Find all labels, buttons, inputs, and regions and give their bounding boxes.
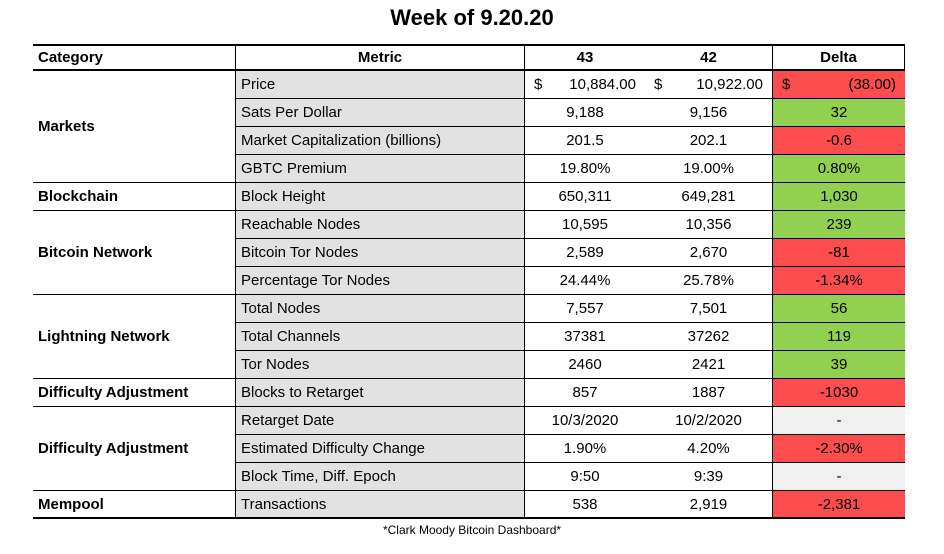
metric-cell: Percentage Tor Nodes [236, 267, 525, 295]
value-cell-w42: 2,919 [645, 491, 772, 519]
value-cell-w42: 2421 [645, 351, 772, 379]
delta-cell: 1,030 [772, 183, 905, 211]
metric-cell: Retarget Date [236, 407, 525, 435]
value-cell-w42: 649,281 [645, 183, 772, 211]
category-cell-blockchain: Blockchain [33, 183, 236, 211]
column-header-week-42: 42 [645, 44, 772, 71]
delta-cell: 39 [772, 351, 905, 379]
category-cell-difficulty-adjustment-2: Difficulty Adjustment [33, 407, 236, 491]
value-cell-w42: 9,156 [645, 99, 772, 127]
value-cell-w43: 538 [525, 491, 645, 519]
value-cell-w43: 7,557 [525, 295, 645, 323]
delta-cell: $ (38.00) [772, 71, 905, 99]
value-cell-w42: 10/2/2020 [645, 407, 772, 435]
delta-amount: (38.00) [848, 76, 896, 93]
metric-cell: Total Nodes [236, 295, 525, 323]
value-cell-w42: 19.00% [645, 155, 772, 183]
value-cell-w42: 2,670 [645, 239, 772, 267]
currency-symbol: $ [782, 76, 791, 93]
delta-cell: 56 [772, 295, 905, 323]
delta-cell: -2,381 [772, 491, 905, 519]
value-cell-w42: 25.78% [645, 267, 772, 295]
metric-cell: GBTC Premium [236, 155, 525, 183]
delta-cell: -1030 [772, 379, 905, 407]
value-cell-w43: 24.44% [525, 267, 645, 295]
metric-cell: Reachable Nodes [236, 211, 525, 239]
value-amount: 10,884.00 [569, 76, 636, 93]
value-cell-w43: 9,188 [525, 99, 645, 127]
value-cell-w42: 7,501 [645, 295, 772, 323]
value-cell-w42: 4.20% [645, 435, 772, 463]
metric-cell: Bitcoin Tor Nodes [236, 239, 525, 267]
category-cell-markets: Markets [33, 71, 236, 183]
currency-symbol: $ [534, 76, 543, 93]
currency-symbol: $ [654, 76, 663, 93]
category-cell-difficulty-adjustment: Difficulty Adjustment [33, 379, 236, 407]
metric-cell: Transactions [236, 491, 525, 519]
delta-cell: 239 [772, 211, 905, 239]
value-cell-w43: 2,589 [525, 239, 645, 267]
value-cell-w43: 650,311 [525, 183, 645, 211]
footer-note: *Clark Moody Bitcoin Dashboard* [382, 523, 562, 537]
metric-cell: Sats Per Dollar [236, 99, 525, 127]
value-cell-w42: 37262 [645, 323, 772, 351]
delta-cell: 32 [772, 99, 905, 127]
value-cell-w42: 9:39 [645, 463, 772, 491]
metric-cell: Estimated Difficulty Change [236, 435, 525, 463]
value-cell-w43: 10,595 [525, 211, 645, 239]
delta-cell: 119 [772, 323, 905, 351]
metric-cell: Total Channels [236, 323, 525, 351]
value-cell-w42: 1887 [645, 379, 772, 407]
value-cell-w43: 201.5 [525, 127, 645, 155]
metric-cell: Market Capitalization (billions) [236, 127, 525, 155]
value-cell-w42: 10,356 [645, 211, 772, 239]
metric-cell: Price [236, 71, 525, 99]
column-header-category: Category [33, 44, 236, 71]
delta-cell: - [772, 407, 905, 435]
category-cell-bitcoin-network: Bitcoin Network [33, 211, 236, 295]
value-cell-w43: 19.80% [525, 155, 645, 183]
page-title: Week of 9.20.20 [390, 5, 554, 30]
delta-cell: -81 [772, 239, 905, 267]
metric-cell: Block Time, Diff. Epoch [236, 463, 525, 491]
delta-cell: - [772, 463, 905, 491]
column-header-delta: Delta [772, 44, 905, 71]
column-header-week-43: 43 [525, 44, 645, 71]
column-header-metric: Metric [236, 44, 525, 71]
metric-cell: Block Height [236, 183, 525, 211]
delta-cell: -2.30% [772, 435, 905, 463]
delta-cell: -0.6 [772, 127, 905, 155]
value-cell-w43: 10/3/2020 [525, 407, 645, 435]
value-cell-w42: 202.1 [645, 127, 772, 155]
category-cell-lightning-network: Lightning Network [33, 295, 236, 379]
delta-cell: 0.80% [772, 155, 905, 183]
value-cell-w43: 857 [525, 379, 645, 407]
value-cell-w43: 2460 [525, 351, 645, 379]
value-cell-w43: $ 10,884.00 [525, 71, 645, 99]
metric-cell: Tor Nodes [236, 351, 525, 379]
value-cell-w43: 37381 [525, 323, 645, 351]
value-cell-w43: 9:50 [525, 463, 645, 491]
value-amount: 10,922.00 [696, 76, 763, 93]
metrics-table: Category Metric 43 42 Delta Markets Bloc… [33, 44, 905, 519]
category-cell-mempool: Mempool [33, 491, 236, 519]
delta-cell: -1.34% [772, 267, 905, 295]
value-cell-w42: $ 10,922.00 [645, 71, 772, 99]
metric-cell: Blocks to Retarget [236, 379, 525, 407]
value-cell-w43: 1.90% [525, 435, 645, 463]
